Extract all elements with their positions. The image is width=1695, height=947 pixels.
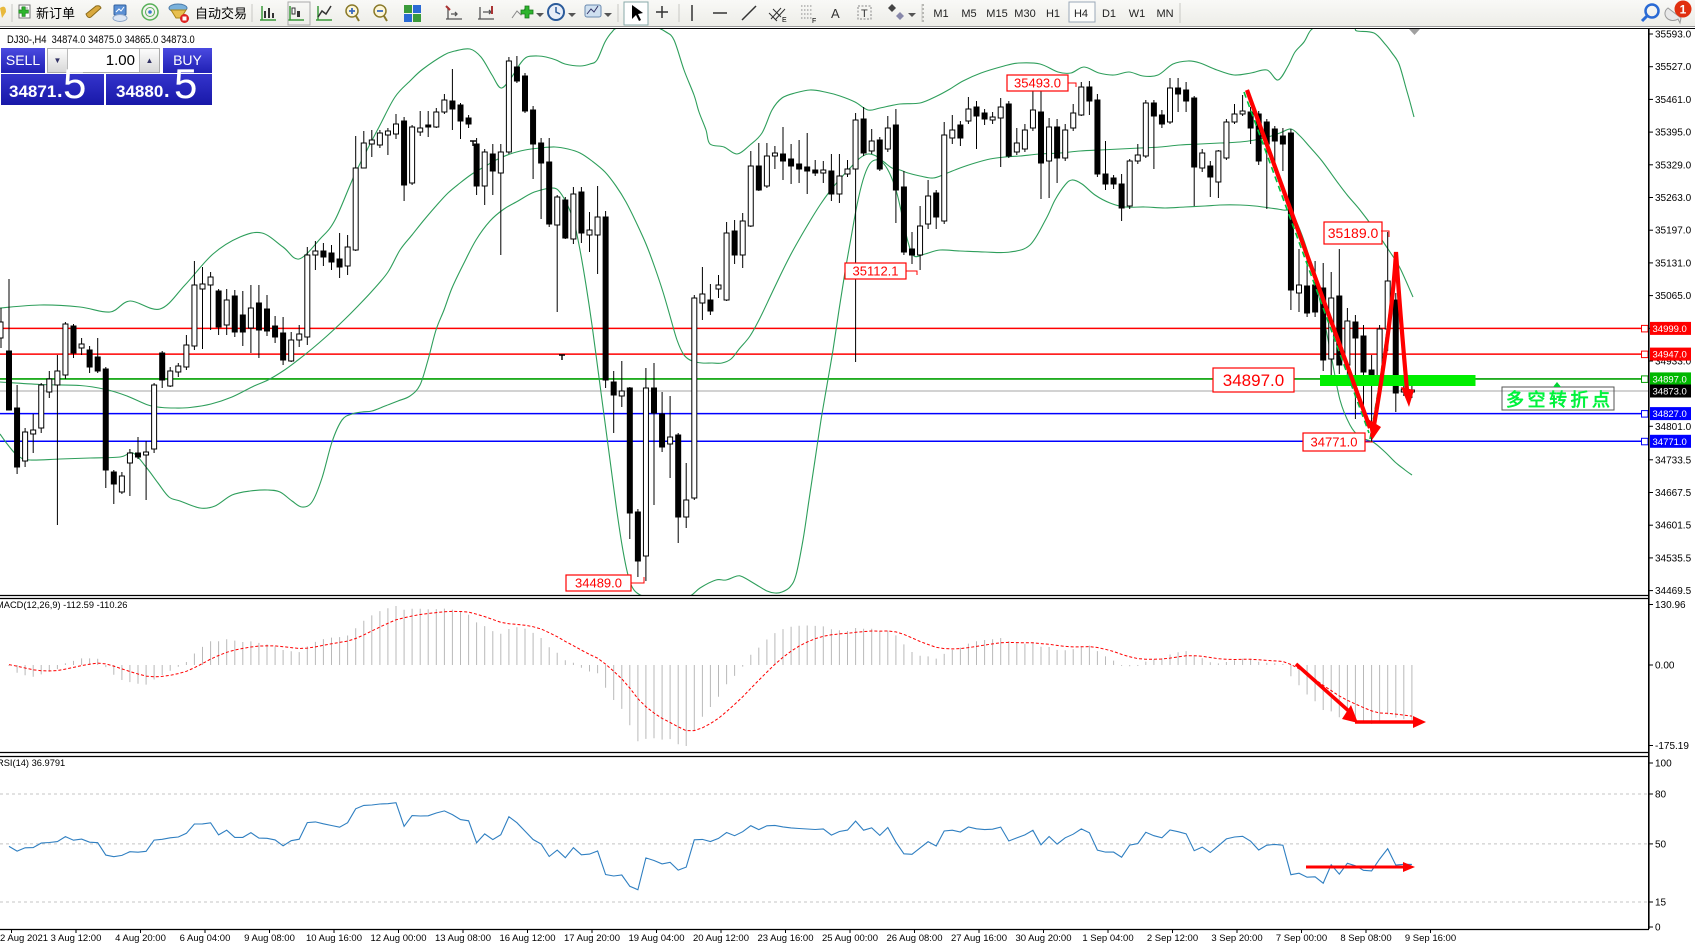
- svg-text:2 Aug 2021: 2 Aug 2021: [0, 933, 48, 944]
- svg-text:34489.0: 34489.0: [575, 576, 622, 591]
- svg-text:新订单: 新订单: [36, 6, 75, 21]
- svg-text:MN: MN: [1156, 8, 1173, 20]
- svg-text:35131.0: 35131.0: [1655, 258, 1692, 269]
- svg-text:M1: M1: [933, 8, 948, 20]
- svg-text:35493.0: 35493.0: [1014, 76, 1061, 91]
- svg-text:35197.0: 35197.0: [1655, 226, 1692, 237]
- svg-text:34801.0: 34801.0: [1655, 422, 1692, 433]
- svg-text:W1: W1: [1129, 8, 1146, 20]
- svg-text:3 Sep 20:00: 3 Sep 20:00: [1211, 933, 1262, 944]
- svg-text:15: 15: [1655, 898, 1667, 909]
- svg-text:34999.0: 34999.0: [1653, 324, 1687, 335]
- svg-text:34873.0: 34873.0: [1653, 387, 1687, 398]
- svg-text:34601.5: 34601.5: [1655, 521, 1692, 532]
- svg-text:23 Aug 16:00: 23 Aug 16:00: [758, 933, 814, 944]
- svg-text:35329.0: 35329.0: [1655, 160, 1692, 171]
- svg-text:34947.0: 34947.0: [1653, 350, 1687, 361]
- svg-text:M30: M30: [1014, 8, 1035, 20]
- svg-text:35263.0: 35263.0: [1655, 193, 1692, 204]
- svg-text:35112.1: 35112.1: [852, 264, 898, 279]
- svg-text:MACD(12,26,9) -112.59 -110.26: MACD(12,26,9) -112.59 -110.26: [0, 600, 127, 610]
- svg-text:2 Sep 12:00: 2 Sep 12:00: [1147, 933, 1198, 944]
- svg-text:34827.0: 34827.0: [1653, 409, 1687, 420]
- svg-text:35189.0: 35189.0: [1328, 225, 1379, 241]
- svg-text:34667.5: 34667.5: [1655, 488, 1692, 499]
- svg-text:34771.0: 34771.0: [1311, 435, 1358, 450]
- svg-text:34771.0: 34771.0: [1653, 437, 1687, 448]
- svg-text:F: F: [812, 18, 816, 25]
- svg-text:100: 100: [1655, 759, 1672, 770]
- svg-text:8 Sep 08:00: 8 Sep 08:00: [1340, 933, 1391, 944]
- svg-text:35461.0: 35461.0: [1655, 95, 1692, 106]
- svg-text:35593.0: 35593.0: [1655, 30, 1692, 41]
- svg-text:0.00: 0.00: [1655, 661, 1675, 672]
- svg-text:16 Aug 12:00: 16 Aug 12:00: [500, 933, 556, 944]
- svg-text:自动交易: 自动交易: [195, 6, 247, 21]
- svg-text:34535.5: 34535.5: [1655, 553, 1692, 564]
- svg-text:10 Aug 16:00: 10 Aug 16:00: [306, 933, 362, 944]
- svg-text:34933.0: 34933.0: [1655, 357, 1692, 368]
- svg-text:130.96: 130.96: [1655, 600, 1686, 611]
- svg-text:17 Aug 20:00: 17 Aug 20:00: [564, 933, 620, 944]
- svg-text:34469.5: 34469.5: [1655, 586, 1692, 597]
- svg-text:RSI(14) 36.9791: RSI(14) 36.9791: [0, 758, 65, 768]
- svg-text:4 Aug 20:00: 4 Aug 20:00: [115, 933, 166, 944]
- svg-text:9 Sep 16:00: 9 Sep 16:00: [1405, 933, 1456, 944]
- svg-text:13 Aug 08:00: 13 Aug 08:00: [435, 933, 491, 944]
- svg-text:-175.19: -175.19: [1655, 741, 1689, 752]
- svg-text:34897.0: 34897.0: [1653, 375, 1687, 386]
- svg-text:T: T: [861, 8, 868, 20]
- svg-text:34733.5: 34733.5: [1655, 455, 1692, 466]
- svg-text:35395.0: 35395.0: [1655, 128, 1692, 139]
- svg-text:9 Aug 08:00: 9 Aug 08:00: [244, 933, 295, 944]
- svg-text:1 Sep 04:00: 1 Sep 04:00: [1082, 933, 1133, 944]
- svg-text:20 Aug 12:00: 20 Aug 12:00: [693, 933, 749, 944]
- svg-text:E: E: [782, 17, 787, 24]
- svg-text:多空转折点: 多空转折点: [1506, 389, 1610, 410]
- svg-text:12 Aug 00:00: 12 Aug 00:00: [371, 933, 427, 944]
- svg-text:35065.0: 35065.0: [1655, 291, 1692, 302]
- svg-text:25 Aug 00:00: 25 Aug 00:00: [822, 933, 878, 944]
- svg-text:H4: H4: [1074, 8, 1088, 20]
- svg-text:19 Aug 04:00: 19 Aug 04:00: [629, 933, 685, 944]
- svg-text:M15: M15: [986, 8, 1007, 20]
- svg-text:1: 1: [1680, 3, 1687, 17]
- svg-text:7 Sep 00:00: 7 Sep 00:00: [1276, 933, 1327, 944]
- svg-text:26 Aug 08:00: 26 Aug 08:00: [887, 933, 943, 944]
- svg-text:A: A: [831, 6, 840, 21]
- svg-text:3 Aug 12:00: 3 Aug 12:00: [51, 933, 102, 944]
- svg-text:H1: H1: [1046, 8, 1060, 20]
- svg-text:27 Aug 16:00: 27 Aug 16:00: [951, 933, 1007, 944]
- svg-text:80: 80: [1655, 790, 1667, 801]
- svg-text:6 Aug 04:00: 6 Aug 04:00: [180, 933, 231, 944]
- svg-text:50: 50: [1655, 839, 1667, 850]
- svg-text:35527.0: 35527.0: [1655, 62, 1692, 73]
- svg-text:30 Aug 20:00: 30 Aug 20:00: [1016, 933, 1072, 944]
- svg-text:0: 0: [1655, 923, 1661, 934]
- svg-text:D1: D1: [1102, 8, 1116, 20]
- svg-text:M5: M5: [961, 8, 976, 20]
- svg-text:34897.0: 34897.0: [1223, 371, 1284, 390]
